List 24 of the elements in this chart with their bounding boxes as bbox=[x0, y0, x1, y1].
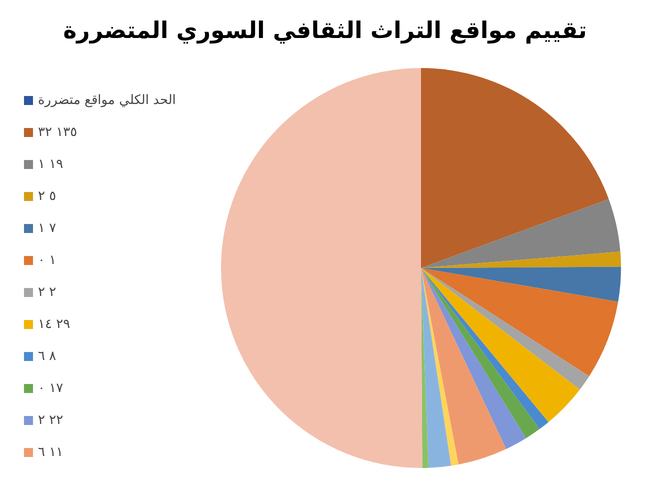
legend-label: ٧ ١ bbox=[38, 220, 56, 236]
legend-label: ٥ ٢ bbox=[38, 188, 56, 204]
pie-slice bbox=[221, 68, 422, 468]
pie-slice bbox=[421, 252, 621, 268]
pie-slice bbox=[421, 268, 506, 464]
pie-slice bbox=[421, 268, 618, 376]
legend-label: ١٩ ١ bbox=[38, 156, 64, 172]
chart-title: تقييم مواقع التراث الثقافي السوري المتضررة bbox=[63, 18, 587, 44]
legend-label: ٢٢ ٢ bbox=[38, 412, 64, 428]
pie-slice bbox=[421, 268, 580, 422]
pie-slice bbox=[421, 68, 609, 268]
legend-label: الحد الكلي مواقع متضررة bbox=[38, 92, 176, 108]
legend-label: ٢٩ ١٤ bbox=[38, 316, 70, 332]
legend-label: ٢ ٢ bbox=[38, 284, 56, 300]
legend-label: ٨ ٦ bbox=[38, 348, 56, 364]
legend-label: ١ ٠ bbox=[38, 252, 56, 268]
legend-label: ١٧ ٠ bbox=[38, 380, 64, 396]
legend-label: ١١ ٦ bbox=[38, 444, 64, 460]
pie-slice bbox=[421, 268, 452, 468]
pie-slice bbox=[421, 268, 590, 390]
legend-label: ١٣٥ ٣٢ bbox=[38, 124, 78, 140]
pie-slice bbox=[421, 266, 621, 302]
pie-slice bbox=[421, 268, 526, 449]
pie-slice bbox=[421, 199, 620, 268]
